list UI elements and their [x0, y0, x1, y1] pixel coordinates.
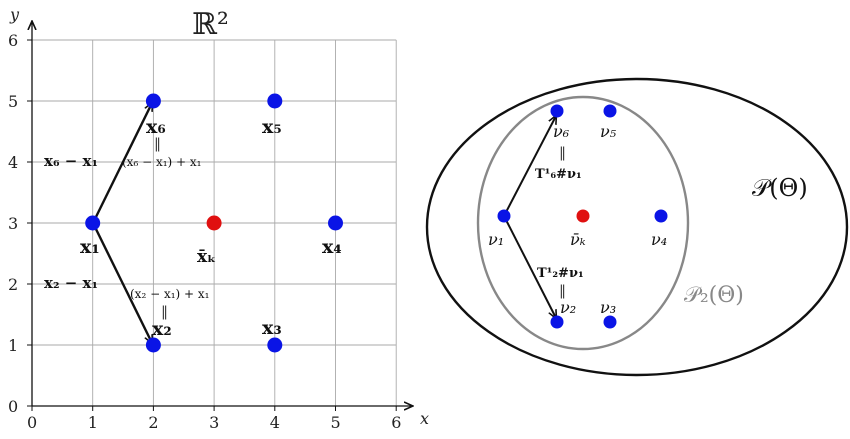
outer-set-label: 𝒫(Θ) [752, 174, 808, 202]
left-plot: 0 1 2 3 4 5 6 0 1 2 3 4 5 6 x y ℝ² x₁ x₂ x₃ x₄ x₅ x₆… [8, 5, 429, 432]
measure-label-nu6: ν₆ [553, 122, 570, 141]
measure-mark-3 [603, 315, 617, 329]
map-arrow-2 [503, 215, 556, 318]
vector-x1-to-x6 [91, 103, 152, 224]
pushforward-label-6: T¹₆#ν₁ [535, 167, 582, 182]
right-diagram: 𝒫(Θ) 𝒫₂(Θ) ν₁ ν₂ ν₃ ν₄ ν₅ ν₆ ν̄ₖ ‖ T¹₆#ν… [425, 77, 849, 377]
barycenter-label: x̄ₖ [197, 247, 216, 267]
x-tick-label: 1 [88, 413, 98, 432]
measure-label-nu3: ν₃ [600, 298, 616, 317]
y-tick-label: 6 [8, 31, 18, 50]
plot-title: ℝ² [192, 7, 229, 42]
point-label-x6: x₆ [146, 116, 166, 138]
translation-label-6: (x₆ − x₁) + x₁ [122, 155, 201, 169]
x-tick-label: 5 [331, 413, 341, 432]
x-tick-label: 6 [391, 413, 401, 432]
measure-label-nu1: ν₁ [488, 230, 504, 249]
barycenter-measure-mark [576, 209, 590, 223]
y-tick-labels: 0 1 2 3 4 5 6 [8, 31, 32, 416]
map-arrow-6 [503, 116, 556, 217]
pushforward-label-2: T¹₂#ν₁ [537, 266, 584, 281]
measure-mark-4 [654, 209, 668, 223]
equality-mark-right-6: ‖ [559, 145, 566, 161]
measure-mark-5 [603, 104, 617, 118]
x-tick-labels: 0 1 2 3 4 5 6 [27, 406, 401, 432]
measure-mark-2 [550, 315, 564, 329]
measure-label-nu2: ν₂ [560, 298, 576, 317]
equality-mark-2: ‖ [161, 304, 168, 320]
outer-set-ellipse [425, 77, 849, 377]
measure-marks [497, 104, 668, 329]
x-axis-name: x [420, 409, 429, 428]
vector-label-x2-minus-x1: x₂ − x₁ [44, 274, 98, 292]
y-tick-label: 3 [8, 214, 18, 233]
y-tick-label: 2 [8, 275, 18, 294]
equality-mark-6: ‖ [154, 136, 161, 152]
point-label-x4: x₄ [322, 236, 342, 258]
y-tick-label: 4 [8, 153, 18, 172]
y-tick-label: 5 [8, 92, 18, 111]
point-label-x2: x₂ [152, 318, 172, 340]
point-mark-1 [85, 215, 101, 231]
point-mark-4 [328, 215, 343, 231]
point-mark-6 [145, 93, 161, 109]
point-label-x1: x₁ [80, 236, 100, 258]
point-label-x3: x₃ [262, 317, 282, 339]
y-axis-name: y [9, 5, 20, 24]
measure-mark-1 [497, 209, 511, 223]
x-tick-label: 4 [270, 413, 280, 432]
y-tick-label: 1 [8, 336, 18, 355]
measure-mark-6 [550, 104, 564, 118]
measure-label-nu5: ν₅ [600, 122, 617, 141]
barycenter-measure-label: ν̄ₖ [570, 230, 586, 249]
equality-mark-right-2: ‖ [559, 283, 566, 299]
inner-set-label: 𝒫₂(Θ) [684, 283, 744, 308]
barycenter-mark [206, 215, 222, 231]
inner-set-ellipse [476, 95, 690, 351]
translation-label-2: (x₂ − x₁) + x₁ [130, 287, 209, 301]
x-tick-label: 0 [27, 413, 37, 432]
vector-x1-to-x2 [91, 222, 152, 343]
y-tick-label: 0 [8, 397, 18, 416]
point-mark-5 [267, 93, 283, 109]
measure-label-nu4: ν₄ [651, 230, 667, 249]
point-mark-2 [145, 337, 161, 353]
x-tick-label: 3 [209, 413, 219, 432]
axes [32, 22, 412, 406]
vector-label-x6-minus-x1: x₆ − x₁ [44, 152, 98, 170]
point-label-x5: x₅ [262, 116, 282, 138]
point-mark-3 [267, 337, 283, 353]
point-marks [85, 93, 343, 353]
x-tick-label: 2 [148, 413, 158, 432]
